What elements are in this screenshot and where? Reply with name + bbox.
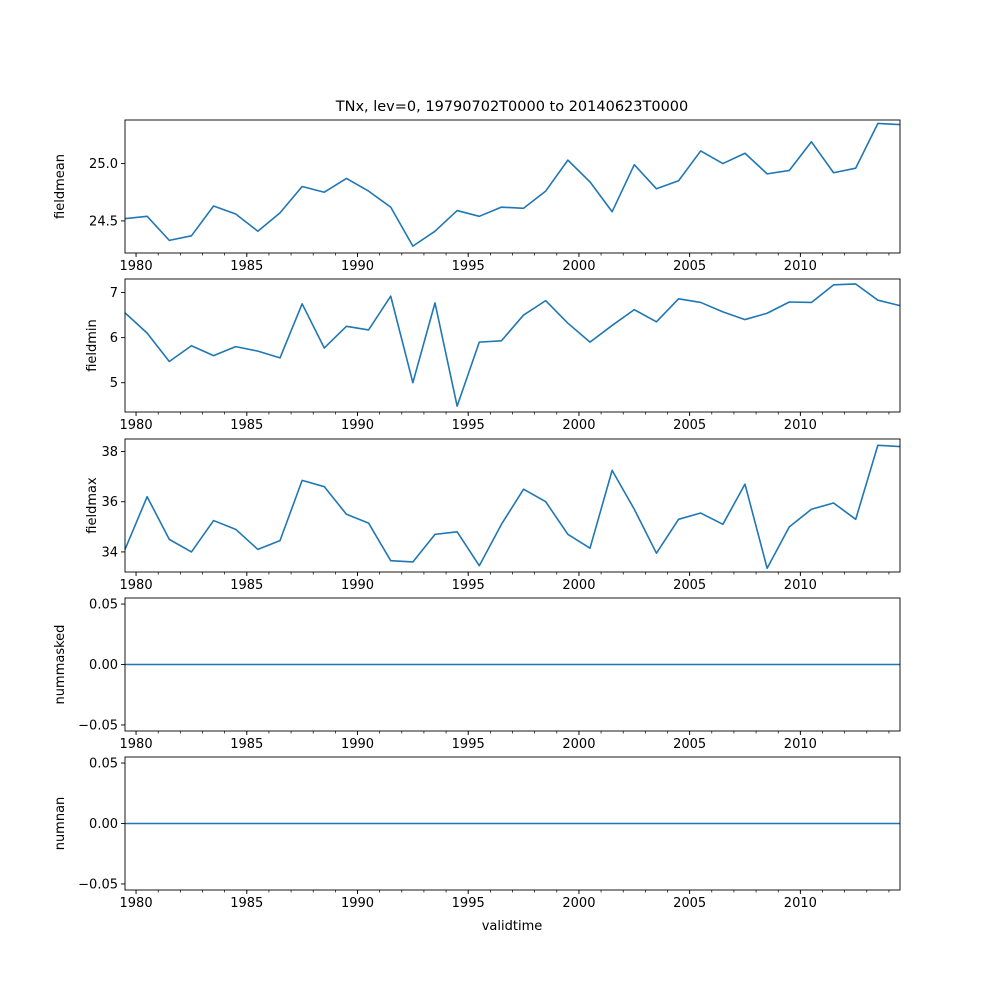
subplot-numnan: 1980 1985 1990 1995 2000 2005 2010 −0.05 0.00 0.0…	[53, 757, 901, 911]
x-tick-label: 1980	[120, 896, 153, 911]
x-tick-label: 1980	[120, 578, 153, 593]
x-tick-label: 1980	[120, 259, 153, 274]
y-tick-label: 0.00	[89, 658, 118, 673]
x-tick-label: 1995	[452, 259, 485, 274]
figure-title: TNx, lev=0, 19790702T0000 to 20140623T00…	[335, 99, 689, 115]
y-tick-label: 36	[101, 495, 118, 510]
x-tick-label: 1985	[230, 578, 263, 593]
x-tick-label: 1985	[230, 418, 263, 433]
subplot-fieldmax: 1980 1985 1990 1995 2000 2005 2010 34 36 38 fieldm…	[85, 438, 901, 593]
subplots: 1980 1985 1990 1995 2000 2005 2010 24.5 25.0 fiel…	[53, 119, 901, 911]
series-line-fieldmax	[124, 444, 901, 570]
x-tick-label: 2000	[562, 259, 595, 274]
x-tick-label: 2005	[673, 896, 706, 911]
x-tick-label: 1990	[341, 418, 374, 433]
x-tick-label: 2010	[784, 896, 817, 911]
y-tick-label: −0.05	[78, 718, 118, 733]
y-tick-label: 25.0	[89, 157, 118, 172]
subplot-fieldmean: 1980 1985 1990 1995 2000 2005 2010 24.5 25.0 fiel…	[53, 119, 901, 274]
x-tick-label: 2005	[673, 737, 706, 752]
y-tick-label: −0.05	[78, 877, 118, 892]
x-tick-label: 1995	[452, 578, 485, 593]
x-tick-label: 1990	[341, 259, 374, 274]
x-tick-label: 1995	[452, 896, 485, 911]
x-tick-label: 2005	[673, 578, 706, 593]
subplot-nummasked: 1980 1985 1990 1995 2000 2005 2010 −0.05 0.00 0.0…	[53, 598, 901, 752]
x-tick-label: 2000	[562, 418, 595, 433]
y-axis-label-fieldmean: fieldmean	[53, 154, 68, 219]
y-tick-label: 38	[101, 445, 118, 460]
x-tick-label: 1995	[452, 737, 485, 752]
x-tick-label: 2005	[673, 259, 706, 274]
x-tick-label: 1985	[230, 896, 263, 911]
y-tick-label: 6	[110, 331, 118, 346]
x-tick-label: 1980	[120, 737, 153, 752]
series-line-fieldmean	[124, 122, 901, 247]
x-tick-label: 1980	[120, 418, 153, 433]
x-tick-label: 1985	[230, 259, 263, 274]
y-tick-label: 0.05	[89, 757, 118, 772]
y-tick-label: 7	[110, 286, 118, 301]
x-tick-label: 1985	[230, 737, 263, 752]
x-axis-label: validtime	[482, 919, 543, 934]
y-tick-label: 34	[101, 545, 118, 560]
x-tick-label: 2000	[562, 578, 595, 593]
y-axis-label-fieldmax: fieldmax	[85, 477, 100, 534]
x-tick-label: 2010	[784, 259, 817, 274]
x-tick-label: 1990	[341, 737, 374, 752]
x-tick-label: 1995	[452, 418, 485, 433]
subplot-fieldmin: 1980 1985 1990 1995 2000 2005 2010 5 6 7 fieldmin	[85, 278, 901, 433]
y-axis-label-numnan: numnan	[53, 797, 68, 851]
y-tick-label: 5	[110, 376, 118, 391]
y-tick-label: 0.00	[89, 817, 118, 832]
series-line-fieldmin	[124, 283, 901, 407]
y-axis-label-nummasked: nummasked	[53, 625, 68, 705]
x-tick-label: 1990	[341, 896, 374, 911]
y-tick-label: 0.05	[89, 598, 118, 613]
x-tick-label: 2000	[562, 896, 595, 911]
y-axis-label-fieldmin: fieldmin	[85, 319, 100, 372]
y-tick-label: 24.5	[89, 214, 118, 229]
x-tick-label: 2010	[784, 578, 817, 593]
x-tick-label: 2010	[784, 737, 817, 752]
x-tick-label: 2000	[562, 737, 595, 752]
x-tick-label: 1990	[341, 578, 374, 593]
x-tick-label: 2010	[784, 418, 817, 433]
x-tick-label: 2005	[673, 418, 706, 433]
